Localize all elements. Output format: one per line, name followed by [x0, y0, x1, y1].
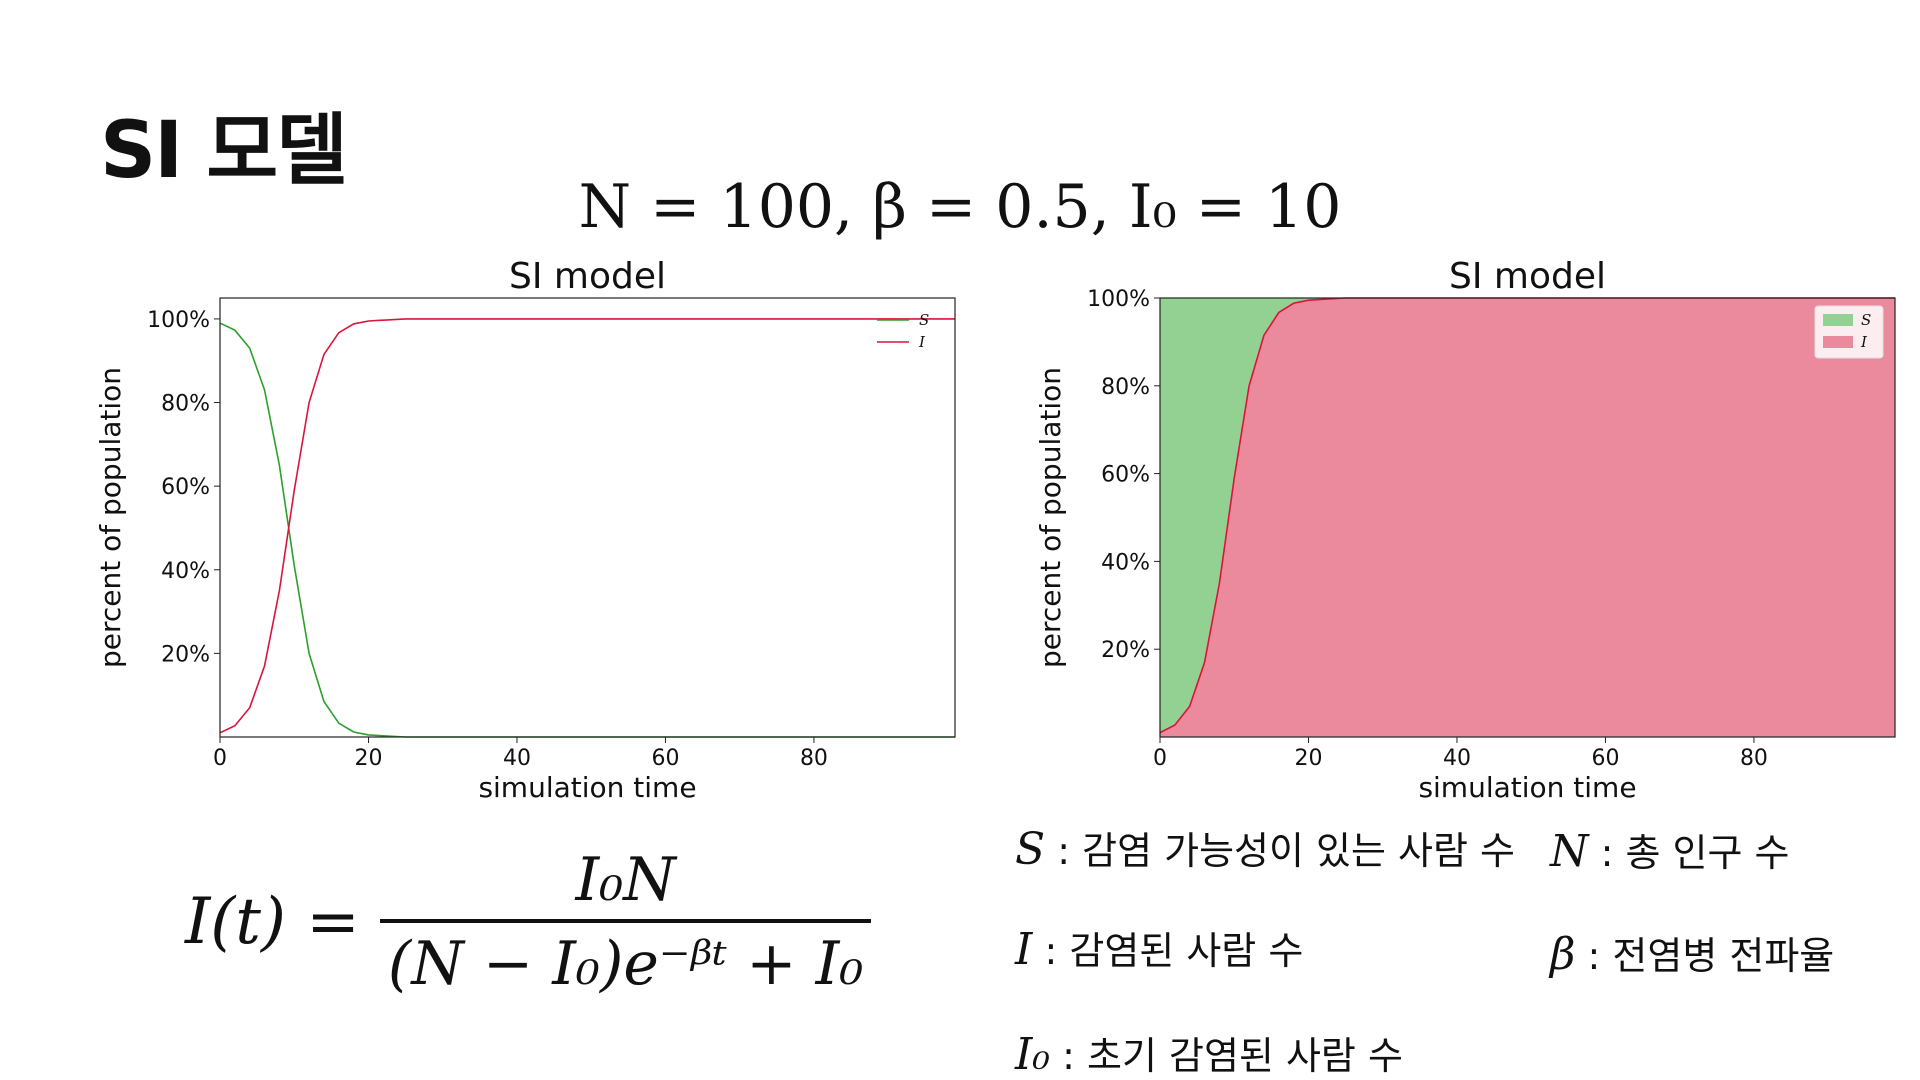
legend-box — [1814, 305, 1884, 359]
legend-label: I — [1860, 333, 1868, 351]
y-tick-label: 40% — [1101, 550, 1150, 575]
x-tick-label: 0 — [213, 746, 227, 771]
x-axis-label: simulation time — [478, 771, 696, 804]
legend-s-text: : 감염 가능성이 있는 사람 수 — [1057, 829, 1516, 873]
y-axis-label: percent of population — [94, 367, 127, 668]
legend-swatch — [1823, 336, 1853, 348]
area-s — [1160, 298, 1895, 733]
legend-swatch — [1823, 314, 1853, 326]
legend-i0: I₀ : 초기 감염된 사람 수 — [1015, 1025, 1403, 1080]
x-tick-label: 0 — [1153, 746, 1167, 771]
formula-denominator: (N − I₀)e⁻ᵝᵗ + I₀ — [379, 919, 872, 999]
x-axis-label: simulation time — [1418, 771, 1636, 804]
y-tick-label: 80% — [161, 392, 210, 417]
y-tick-label: 100% — [1087, 287, 1150, 312]
x-tick-label: 40 — [503, 746, 531, 771]
y-tick-label: 80% — [1101, 375, 1150, 400]
area-chart: 0 20 40 60 80 20% 40% 60% 80% 100% SI model simulat… — [1000, 250, 1920, 810]
x-tick-label: 60 — [1591, 746, 1619, 771]
parameters-equation: N = 100, β = 0.5, I₀ = 10 — [578, 172, 1342, 242]
legend-beta: β : 전염병 전파율 — [1550, 925, 1834, 980]
x-tick-label: 20 — [1294, 746, 1322, 771]
x-tick-label: 40 — [1443, 746, 1471, 771]
plot-frame — [1159, 297, 1896, 738]
formula-numerator: I₀N — [575, 845, 676, 915]
chart-svg: 0 20 40 60 80 20% 40% 60% 80% 100% SI model simulat… — [94, 256, 956, 804]
y-axis-label: percent of population — [1034, 367, 1067, 668]
x-tick-label: 20 — [354, 746, 382, 771]
area-i — [1160, 298, 1895, 737]
legend-beta-text: : 전염병 전파율 — [1587, 934, 1835, 978]
y-tick-label: 60% — [1101, 463, 1150, 488]
x-tick-label: 80 — [1740, 746, 1768, 771]
chart-svg: 0 20 40 60 80 20% 40% 60% 80% 100% SI model simulat… — [1034, 256, 1896, 804]
legend-i0-text: : 초기 감염된 사람 수 — [1062, 1034, 1403, 1078]
si-formula: I(t) = I₀N (N − I₀)e⁻ᵝᵗ + I₀ — [185, 845, 872, 999]
chart-title: SI model — [1449, 256, 1606, 297]
legend-beta-symbol: β — [1550, 929, 1576, 980]
y-tick-label: 20% — [1101, 638, 1150, 663]
legend-n-symbol: N — [1550, 826, 1589, 877]
legend-i-text: : 감염된 사람 수 — [1044, 929, 1304, 973]
legend-label: I — [918, 333, 926, 351]
y-tick-label: 100% — [147, 308, 210, 333]
x-tick-label: 60 — [651, 746, 679, 771]
legend-n-text: : 총 인구 수 — [1600, 831, 1790, 875]
legend-i0-symbol: I₀ — [1015, 1029, 1051, 1080]
y-tick-label: 40% — [161, 559, 210, 584]
legend-s-symbol: S — [1015, 824, 1046, 875]
legend-label: S — [1861, 311, 1871, 329]
y-tick-label: 20% — [161, 642, 210, 667]
x-tick-label: 80 — [800, 746, 828, 771]
series-line-i — [219, 318, 955, 734]
chart-title: SI model — [509, 256, 666, 297]
formula-lhs: I(t) = — [185, 885, 360, 959]
plot-frame — [219, 297, 956, 738]
series-line-s — [219, 322, 955, 738]
legend-n: N : 총 인구 수 — [1550, 822, 1789, 877]
formula-fraction: I₀N (N − I₀)e⁻ᵝᵗ + I₀ — [379, 845, 872, 999]
legend-label: S — [919, 311, 929, 329]
legend-s: S : 감염 가능성이 있는 사람 수 — [1015, 820, 1515, 875]
legend-i-symbol: I — [1015, 924, 1033, 975]
legend-i: I : 감염된 사람 수 — [1015, 920, 1303, 975]
slide-title: SI 모델 — [100, 106, 348, 196]
y-tick-label: 60% — [161, 475, 210, 500]
line-chart: 0 20 40 60 80 20% 40% 60% 80% 100% SI model simulat… — [60, 250, 1000, 810]
